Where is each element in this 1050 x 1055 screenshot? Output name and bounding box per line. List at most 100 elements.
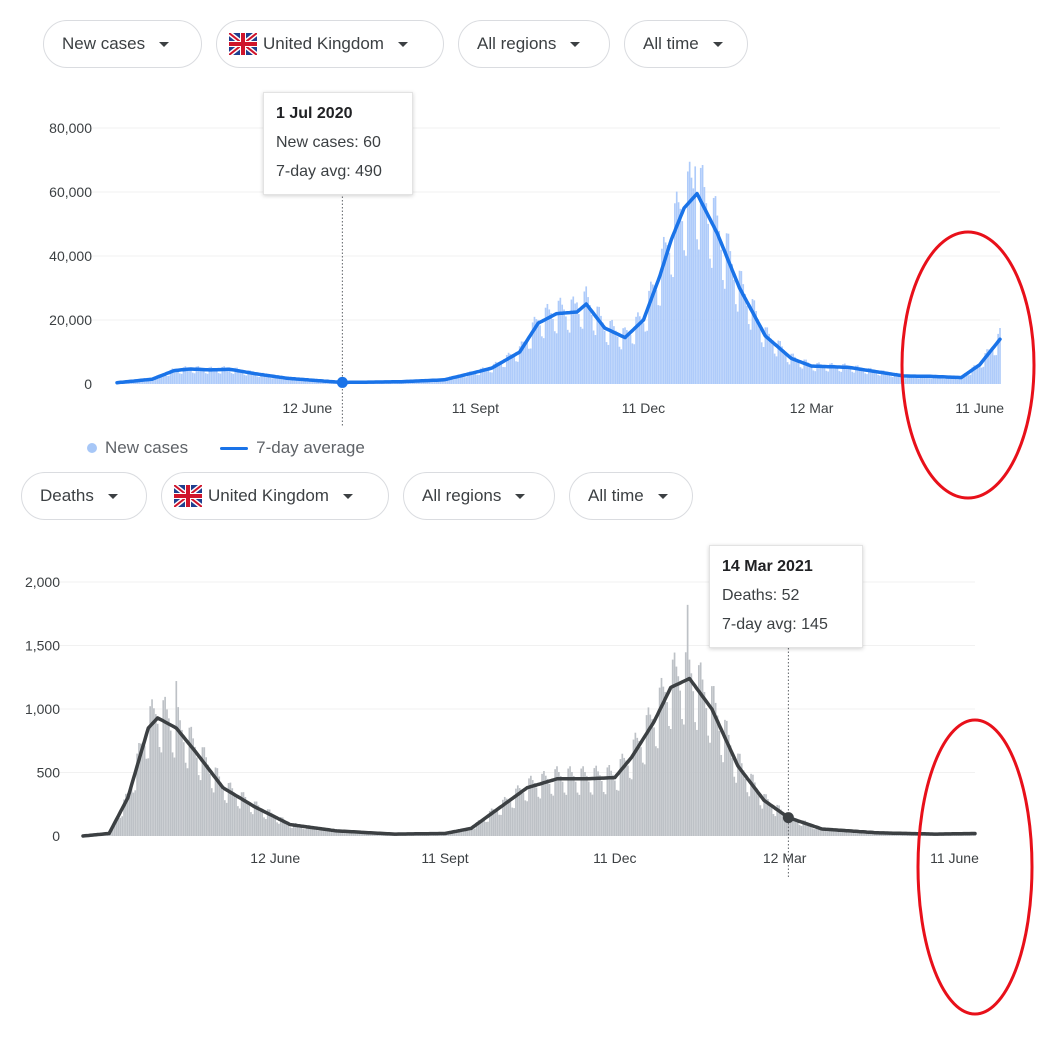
- daily-bar: [435, 380, 438, 384]
- daily-bar: [809, 825, 812, 836]
- daily-bar: [293, 823, 295, 836]
- daily-bar: [128, 789, 131, 836]
- daily-bar: [208, 367, 211, 384]
- daily-bar: [214, 369, 216, 384]
- daily-bar: [259, 808, 262, 836]
- time-dropdown[interactable]: All time: [624, 20, 748, 68]
- regions-dropdown[interactable]: All regions: [458, 20, 610, 68]
- country-dropdown-label: United Kingdom: [208, 486, 329, 505]
- daily-bar: [580, 768, 583, 836]
- daily-bar: [326, 829, 329, 836]
- daily-bar: [770, 807, 773, 836]
- new-cases-chart[interactable]: 0 20,000 40,000 60,000 80,000 12 June 11 Sept 1…: [0, 90, 1050, 430]
- daily-bar: [637, 312, 639, 384]
- daily-bar: [868, 368, 870, 384]
- daily-bar: [136, 753, 138, 836]
- metric-dropdown[interactable]: Deaths: [21, 472, 147, 520]
- daily-bar: [453, 831, 456, 836]
- daily-bar: [804, 820, 807, 836]
- daily-bar: [864, 832, 866, 836]
- daily-bar: [731, 264, 733, 384]
- daily-bar: [811, 828, 814, 836]
- daily-bar: [649, 714, 652, 836]
- daily-bar: [147, 379, 150, 384]
- daily-bar: [608, 765, 611, 836]
- daily-bar: [563, 309, 565, 384]
- daily-bar: [832, 829, 835, 836]
- daily-bar: [308, 380, 310, 384]
- daily-bar: [589, 305, 591, 384]
- daily-bar: [873, 370, 876, 384]
- daily-bar: [349, 831, 351, 836]
- daily-bar: [849, 368, 852, 384]
- daily-bar: [677, 676, 680, 836]
- daily-bar: [516, 785, 519, 836]
- daily-bar: [202, 370, 205, 384]
- daily-bar: [470, 828, 472, 836]
- chevron-down-icon: [342, 493, 353, 499]
- daily-bar: [304, 379, 307, 384]
- daily-bar: [513, 808, 515, 836]
- x-tick-label: 12 June: [250, 850, 300, 866]
- daily-bar: [928, 378, 931, 384]
- daily-bar: [304, 829, 306, 836]
- daily-bar: [808, 364, 811, 384]
- daily-bar: [552, 795, 555, 836]
- daily-bar: [651, 284, 654, 384]
- daily-bar: [572, 296, 575, 384]
- daily-bar: [243, 374, 246, 384]
- daily-bar: [814, 371, 817, 384]
- daily-bar: [274, 818, 277, 836]
- daily-bar: [837, 831, 840, 836]
- daily-bar: [888, 374, 890, 384]
- daily-bar: [759, 328, 761, 384]
- daily-bar: [300, 378, 303, 384]
- daily-bar: [718, 230, 721, 384]
- daily-bar: [489, 372, 491, 384]
- regions-dropdown[interactable]: All regions: [403, 472, 555, 520]
- daily-bar: [845, 365, 848, 384]
- daily-bar: [751, 299, 754, 384]
- daily-bar: [496, 362, 499, 384]
- daily-bar: [261, 811, 263, 836]
- daily-bar: [753, 300, 756, 384]
- daily-bar: [558, 771, 560, 836]
- daily-bar: [182, 367, 185, 384]
- chevron-down-icon: [515, 493, 526, 499]
- daily-bar: [764, 327, 767, 384]
- daily-bar: [586, 775, 588, 836]
- daily-bar: [714, 196, 717, 384]
- y-tick-label: 60,000: [49, 184, 92, 200]
- daily-bar: [773, 353, 776, 384]
- daily-bar: [869, 367, 872, 384]
- country-dropdown[interactable]: United Kingdom: [161, 472, 389, 520]
- time-dropdown[interactable]: All time: [569, 472, 693, 520]
- daily-bar: [531, 322, 534, 384]
- daily-bar: [138, 743, 140, 836]
- daily-bar: [154, 379, 157, 384]
- daily-bar: [591, 794, 594, 836]
- daily-bar: [557, 300, 560, 384]
- daily-bar: [783, 815, 786, 836]
- metric-dropdown-label: Deaths: [40, 486, 94, 505]
- daily-bar: [335, 830, 338, 836]
- daily-bar: [790, 353, 793, 384]
- daily-bar: [615, 789, 618, 836]
- daily-bar: [627, 765, 629, 836]
- metric-dropdown[interactable]: New cases: [43, 20, 202, 68]
- daily-bar: [808, 823, 810, 836]
- daily-bar: [240, 792, 243, 836]
- chevron-down-icon: [712, 41, 723, 47]
- daily-bar: [709, 742, 711, 836]
- daily-bar: [535, 319, 538, 384]
- daily-bar: [683, 250, 685, 384]
- daily-bar: [765, 794, 767, 836]
- deaths-chart[interactable]: 0 500 1,000 1,500 2,000 12 June 11 Sept 11 Dec 1…: [0, 545, 1050, 885]
- daily-bar: [153, 379, 155, 384]
- daily-bar: [201, 747, 204, 836]
- daily-bar: [628, 777, 631, 836]
- country-dropdown[interactable]: United Kingdom: [216, 20, 444, 68]
- daily-bar: [675, 191, 678, 384]
- daily-bar: [579, 326, 582, 384]
- daily-bar: [533, 782, 536, 836]
